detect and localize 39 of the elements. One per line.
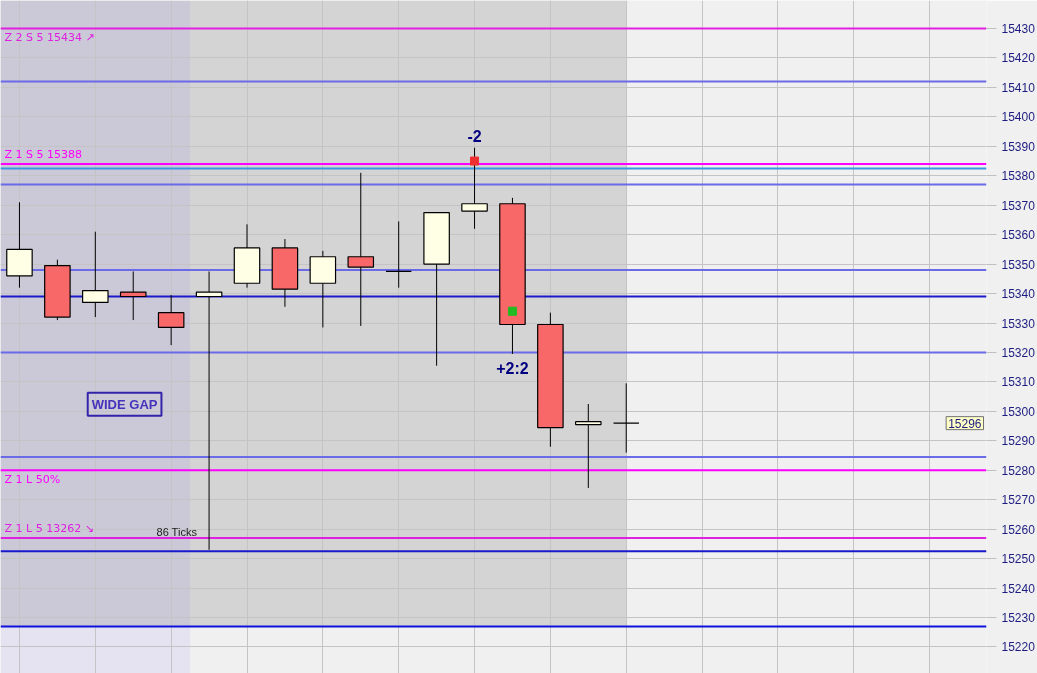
y-tick-label: 15310 [1001, 375, 1036, 390]
candlestick [119, 270, 147, 321]
ref-line-label: Z 1 L 50% [4, 473, 61, 487]
y-tick-label: 15230 [1001, 611, 1036, 626]
y-tick-label: 15300 [1001, 404, 1036, 419]
y-tick-label: 15320 [1001, 345, 1036, 360]
y-tick-label: 15330 [1001, 316, 1036, 331]
y-tick-label: 15400 [1001, 110, 1036, 125]
candlestick [385, 220, 412, 289]
y-tick-label: 15290 [1001, 434, 1036, 449]
y-tick-label: 15240 [1001, 581, 1036, 596]
y-tick-label: 15390 [1001, 139, 1036, 154]
series-label: -2 [467, 127, 482, 145]
y-tick-label: 15220 [1001, 640, 1036, 655]
candlestick [195, 270, 223, 551]
candlestick [82, 231, 109, 318]
annotation: 86 Ticks [156, 526, 198, 539]
y-tick-label: 15410 [1001, 80, 1036, 95]
y-tick-label: 15420 [1001, 51, 1036, 66]
candlestick [347, 172, 375, 327]
y-tick-label: 15280 [1001, 463, 1036, 478]
text: +2:2 [496, 359, 529, 377]
candlestick [575, 403, 602, 489]
y-tick-label: 15340 [1001, 287, 1036, 302]
ref-line-label: Z 1 S 5 15388 [4, 147, 82, 161]
annotation: WIDE GAP [91, 396, 158, 412]
candlestick [461, 147, 488, 230]
y-tick-label: 15360 [1001, 228, 1036, 243]
y-tick-label: 15370 [1001, 198, 1036, 213]
y-tick-label: 15350 [1001, 257, 1036, 272]
candlestick [612, 382, 640, 454]
ref-line-label: Z 2 S 5 15434 ↗ [4, 31, 95, 45]
y-tick-label: 15250 [1001, 552, 1036, 567]
y-tick-label: 15270 [1001, 493, 1036, 508]
ref-line-label: Z 1 L 5 13262 ↘ [4, 522, 94, 536]
annotation: 15296 [948, 416, 982, 431]
y-tick-label: 15260 [1001, 522, 1036, 537]
y-tick-label: 15430 [1001, 21, 1036, 36]
y-tick-label: 15380 [1001, 169, 1036, 184]
